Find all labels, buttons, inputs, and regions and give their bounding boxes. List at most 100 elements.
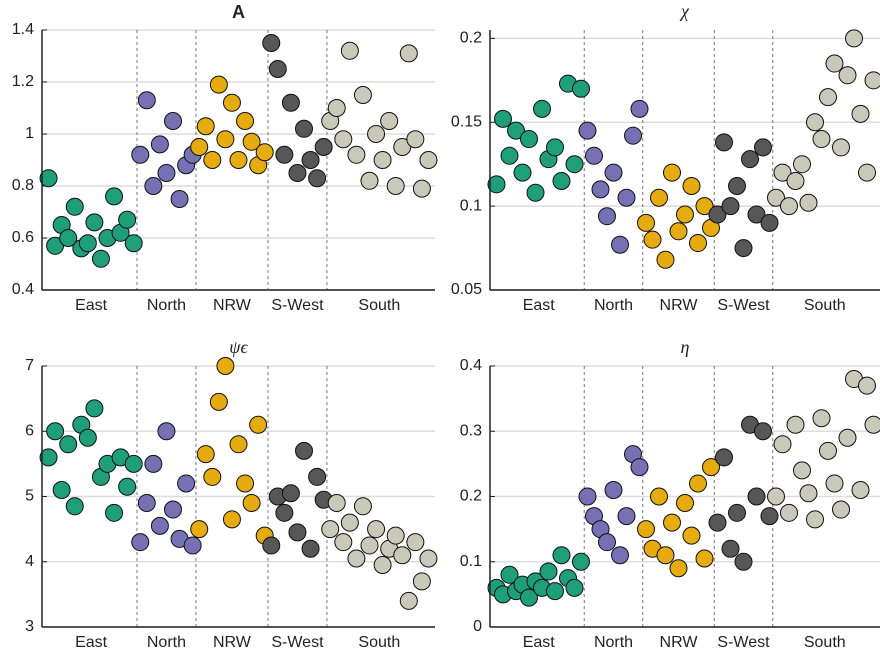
data-point — [412, 572, 431, 591]
data-point — [373, 556, 392, 575]
data-point — [851, 104, 870, 123]
data-point — [249, 415, 268, 434]
x-category-label: S-West — [271, 634, 324, 651]
data-point — [858, 163, 876, 182]
data-point — [767, 188, 785, 207]
data-point — [327, 99, 346, 117]
data-point — [380, 112, 399, 130]
data-point — [59, 229, 78, 247]
data-point — [520, 130, 538, 149]
data-point — [637, 520, 655, 539]
x-category-label: North — [147, 634, 186, 651]
data-point — [164, 500, 182, 519]
data-point — [669, 559, 688, 578]
x-category-label: South — [358, 297, 400, 314]
data-point — [137, 494, 156, 513]
data-point — [340, 41, 359, 60]
x-category-label: North — [147, 297, 186, 314]
data-point — [708, 205, 727, 224]
data-point — [367, 125, 386, 143]
data-point — [59, 435, 78, 454]
data-point — [295, 119, 313, 138]
data-point — [419, 151, 438, 169]
data-point — [196, 117, 215, 136]
data-point — [624, 126, 642, 145]
data-point — [611, 546, 629, 565]
data-point — [268, 60, 287, 78]
data-point — [695, 197, 714, 216]
data-point — [406, 130, 425, 149]
data-point — [845, 29, 863, 48]
data-point — [144, 454, 163, 473]
panel-title: ψϵ — [229, 337, 248, 357]
data-point — [500, 565, 519, 584]
data-point — [754, 138, 772, 157]
data-point — [177, 474, 196, 493]
data-point — [650, 487, 668, 506]
data-point — [406, 533, 425, 552]
data-point — [150, 135, 169, 154]
data-point — [275, 503, 294, 522]
data-point — [773, 163, 792, 182]
x-category-label: East — [75, 297, 108, 314]
data-point — [203, 151, 222, 169]
data-point — [386, 177, 405, 195]
data-point — [721, 539, 740, 558]
data-point — [806, 510, 824, 529]
data-point — [46, 422, 65, 441]
data-point — [786, 415, 805, 434]
data-point — [334, 130, 353, 149]
data-point — [386, 526, 405, 545]
data-point — [767, 487, 785, 506]
data-point — [754, 422, 772, 441]
data-point — [858, 376, 876, 395]
data-point — [734, 552, 753, 571]
data-point — [85, 399, 104, 418]
y-tick-label: 1.4 — [12, 21, 34, 38]
data-point — [650, 188, 668, 207]
panel-title: χ — [679, 1, 690, 21]
data-point — [301, 539, 320, 558]
data-point — [393, 546, 412, 565]
x-category-label: North — [594, 634, 633, 651]
data-point — [46, 236, 65, 255]
y-tick-label: 4 — [25, 553, 34, 570]
data-point — [565, 578, 584, 597]
data-point — [689, 234, 707, 253]
x-category-label: South — [804, 297, 846, 314]
y-tick-label: 0.1 — [460, 197, 482, 214]
data-point — [39, 448, 58, 467]
data-point — [353, 497, 372, 516]
data-point — [780, 197, 798, 216]
data-point — [728, 503, 746, 522]
data-point — [190, 520, 209, 539]
data-point — [799, 484, 818, 503]
data-point — [819, 88, 837, 107]
data-point — [598, 207, 616, 226]
panel: η 0 0.1 0.2 0.3 0.4 East North NRW S-West South — [460, 337, 880, 651]
data-point — [281, 484, 300, 503]
data-point — [695, 549, 714, 568]
data-point — [288, 523, 307, 542]
data-point — [157, 422, 176, 441]
x-category-label: NRW — [213, 297, 252, 314]
data-point — [78, 234, 97, 253]
data-point — [617, 188, 636, 207]
data-point — [209, 392, 228, 411]
y-tick-label: 0.1 — [460, 553, 482, 570]
data-point — [793, 155, 811, 174]
data-point — [242, 132, 261, 151]
y-tick-label: 0.2 — [460, 30, 482, 47]
data-point — [52, 480, 71, 499]
x-category-label: S-West — [717, 297, 770, 314]
data-point — [229, 151, 248, 169]
y-tick-label: 7 — [25, 357, 34, 374]
data-point — [353, 86, 372, 104]
data-point — [539, 562, 558, 581]
x-category-label: NRW — [660, 634, 699, 651]
data-point — [533, 99, 551, 118]
data-point — [118, 210, 137, 229]
data-point — [526, 183, 545, 202]
data-point — [552, 171, 571, 190]
